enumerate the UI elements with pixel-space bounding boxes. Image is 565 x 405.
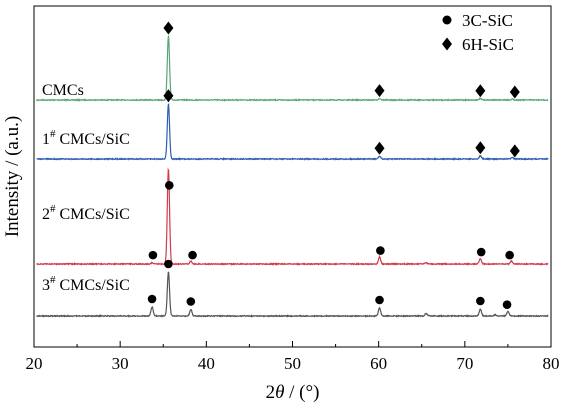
- y-axis-title: Intensity / (a.u.): [2, 116, 23, 237]
- phase-markers: [147, 21, 520, 309]
- series-label-superscript: #: [50, 274, 56, 286]
- xrd-curves: [36, 34, 549, 318]
- legend-item-6h-sic: 6H-SiC: [442, 35, 514, 54]
- x-axis-title: 2θ / (°): [266, 382, 320, 403]
- x-axis-title-suffix: / (°): [284, 382, 319, 403]
- xrd-series-2-line: [36, 102, 549, 161]
- 3c-sic-peak-marker: [476, 296, 485, 306]
- x-axis-tick-labels: 20 30 40 50 60 70 80: [26, 354, 560, 373]
- legend-label-6h-sic: 6H-SiC: [462, 35, 514, 54]
- series-label-base: 1: [42, 131, 50, 148]
- series-label-2: 1# CMCs/SiC: [42, 128, 130, 148]
- 6h-sic-peak-marker: [475, 141, 486, 155]
- 6h-sic-peak-marker: [509, 85, 520, 99]
- 3c-sic-peak-marker: [502, 300, 512, 309]
- 3c-sic-peak-marker: [476, 247, 486, 257]
- 6h-sic-peak-marker: [374, 141, 385, 155]
- 3c-sic-peak-marker: [375, 295, 384, 305]
- series-label-base: 3: [42, 277, 50, 294]
- series-label-superscript: #: [50, 203, 56, 215]
- 3c-sic-peak-marker: [186, 297, 196, 306]
- legend-label-3c-sic: 3C-SiC: [462, 11, 513, 30]
- series-label-rest: CMCs/SiC: [56, 277, 130, 294]
- 6h-sic-peak-marker: [163, 21, 174, 35]
- 3c-sic-peak-marker: [505, 250, 514, 260]
- xrd-series-1-line: [36, 34, 549, 102]
- x-tick-label: 70: [456, 354, 473, 373]
- 3c-sic-peak-marker: [164, 180, 174, 190]
- circle-marker-icon: [442, 15, 452, 25]
- x-axis-ticks: [33, 341, 552, 347]
- series-label-superscript: #: [50, 128, 56, 140]
- 3c-sic-peak-marker: [147, 294, 157, 304]
- 3c-sic-peak-marker: [188, 250, 197, 260]
- 3c-sic-peak-marker: [376, 246, 385, 255]
- series-label-rest: CMCs/SiC: [56, 131, 130, 148]
- series-label-4: 3# CMCs/SiC: [42, 274, 130, 294]
- series-label-base: 2: [42, 206, 50, 223]
- legend: 3C-SiC 6H-SiC: [442, 11, 514, 54]
- 6h-sic-peak-marker: [374, 84, 385, 98]
- xrd-series-4-line: [36, 271, 549, 318]
- 3c-sic-peak-marker: [164, 259, 173, 269]
- 6h-sic-peak-marker: [163, 89, 174, 103]
- x-axis-title-symbol: θ: [275, 382, 284, 403]
- x-tick-label: 50: [284, 354, 301, 373]
- diamond-marker-icon: [442, 37, 452, 51]
- legend-item-3c-sic: 3C-SiC: [442, 11, 513, 30]
- series-label-base: CMCs: [42, 82, 84, 99]
- series-label-3: 2# CMCs/SiC: [42, 203, 130, 223]
- plot-frame: [33, 5, 552, 348]
- x-tick-label: 60: [370, 354, 387, 373]
- 3c-sic-peak-marker: [148, 250, 158, 260]
- x-tick-label: 40: [198, 354, 215, 373]
- x-tick-label: 30: [112, 354, 129, 373]
- 6h-sic-peak-marker: [509, 144, 520, 158]
- 6h-sic-peak-marker: [475, 84, 486, 98]
- x-tick-label: 20: [26, 354, 43, 373]
- x-axis-title-prefix: 2: [266, 382, 276, 403]
- x-tick-label: 80: [543, 354, 560, 373]
- series-label-rest: CMCs/SiC: [56, 206, 130, 223]
- series-label-1: CMCs: [42, 82, 84, 99]
- xrd-series-3-line: [36, 167, 549, 267]
